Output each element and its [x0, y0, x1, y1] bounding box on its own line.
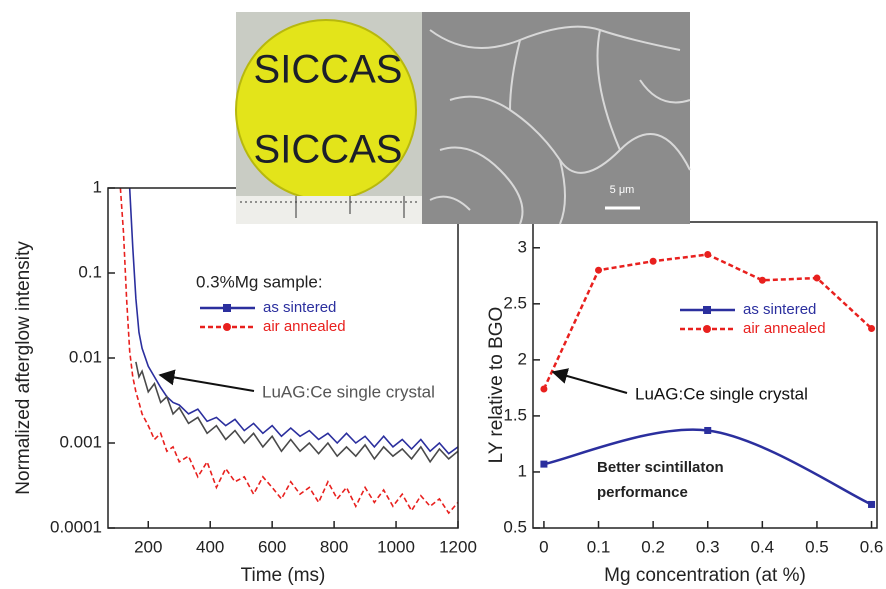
x-tick-label: 0.3 — [696, 537, 720, 556]
x-tick-label: 600 — [258, 537, 286, 556]
y-tick-label: 2.5 — [503, 293, 527, 312]
plot-area — [119, 188, 458, 515]
note: Better scintillaton — [597, 459, 724, 476]
annotation: LuAG:Ce single crystal — [262, 382, 435, 401]
x-axis-label: Time (ms) — [241, 565, 326, 586]
x-tick-label: 0 — [539, 537, 548, 556]
y-tick-label: 1.5 — [503, 405, 527, 424]
y-tick-label: 3 — [518, 237, 527, 256]
marker — [704, 426, 712, 434]
x-tick-label: 200 — [134, 537, 162, 556]
marker — [868, 500, 876, 508]
y-axis-label: Normalized afterglow intensity — [13, 241, 34, 495]
x-tick-label: 0.1 — [587, 537, 611, 556]
marker — [649, 257, 657, 265]
x-tick-label: 0.2 — [641, 537, 665, 556]
y-tick-label: 1 — [518, 461, 527, 480]
marker — [540, 385, 548, 393]
annotation-arrow — [551, 368, 628, 394]
series-line — [119, 188, 458, 515]
plot-area — [540, 251, 876, 508]
marker — [813, 274, 821, 282]
x-tick-label: 0.6 — [860, 537, 884, 556]
y-tick-label: 0.0001 — [50, 517, 102, 536]
y-axis-label: LY relative to BGO — [486, 307, 507, 464]
legend-marker — [703, 306, 711, 314]
marker — [595, 266, 603, 274]
annotation-arrow — [158, 369, 255, 392]
legend-label: as sintered — [263, 299, 336, 316]
y-tick-label: 0.001 — [59, 432, 102, 451]
legend-marker — [703, 325, 711, 333]
legend-marker — [223, 304, 231, 312]
x-tick-label: 0.4 — [751, 537, 775, 556]
axes-frame — [107, 187, 459, 529]
photo-label: SICCAS — [254, 128, 403, 172]
y-tick-label: 1 — [93, 177, 102, 196]
scale-label: 5 μm — [610, 184, 635, 196]
legend-label: air annealed — [743, 320, 826, 337]
photo-label: SICCAS — [254, 48, 403, 92]
x-tick-label: 800 — [320, 537, 348, 556]
x-tick-label: 1200 — [439, 537, 477, 556]
annotation: LuAG:Ce single crystal — [635, 384, 808, 403]
marker — [540, 460, 548, 468]
sem-image: 5 μm — [422, 12, 691, 225]
axes-frame — [532, 221, 878, 529]
marker — [758, 276, 766, 284]
x-tick-label: 1000 — [377, 537, 415, 556]
y-tick-label: 2 — [518, 349, 527, 368]
legend-marker — [223, 323, 231, 331]
marker — [704, 251, 712, 259]
legend-title: 0.3%Mg sample: — [196, 272, 323, 291]
legend-label: as sintered — [743, 301, 816, 318]
series-line — [135, 361, 458, 464]
x-axis-label: Mg concentration (at %) — [604, 565, 806, 586]
legend-label: air annealed — [263, 318, 346, 335]
x-tick-label: 400 — [196, 537, 224, 556]
y-tick-label: 0.5 — [503, 517, 527, 536]
y-tick-label: 0.1 — [78, 262, 102, 281]
marker — [868, 324, 876, 332]
note: performance — [597, 484, 688, 501]
x-tick-label: 0.5 — [805, 537, 829, 556]
sample-photo: SICCAS SICCAS — [235, 12, 422, 224]
y-tick-label: 0.01 — [69, 347, 102, 366]
